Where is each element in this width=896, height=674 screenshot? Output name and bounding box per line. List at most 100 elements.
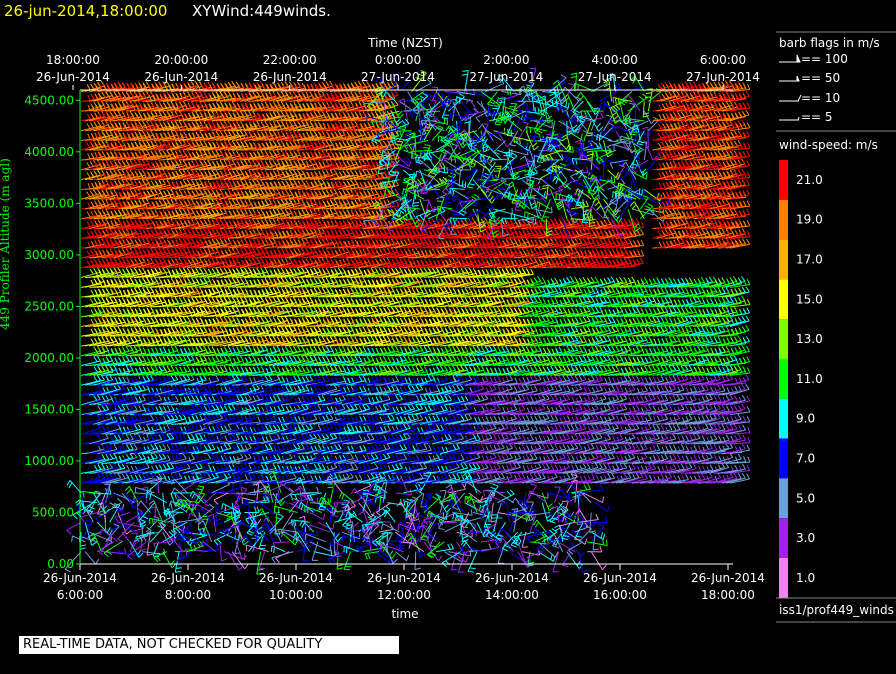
barb-flag — [168, 397, 171, 402]
barb-flag — [110, 473, 113, 478]
barb-flag — [130, 444, 133, 449]
barb-flag — [91, 290, 94, 295]
barb-shaft — [67, 522, 81, 530]
barb-flag — [87, 221, 90, 226]
barb-flag — [122, 474, 125, 479]
barb-flag — [165, 271, 167, 277]
barb-flag — [156, 388, 158, 394]
barb-flag — [87, 114, 90, 119]
barb-flag — [94, 367, 97, 372]
barb-flag — [156, 465, 159, 470]
barb-flag — [134, 434, 137, 439]
barb-flag — [139, 386, 142, 391]
barb-flag — [151, 298, 154, 303]
barb-flag — [87, 85, 90, 90]
barb-flag — [176, 427, 178, 433]
barb-flag — [141, 549, 147, 550]
barb-flag — [140, 519, 146, 521]
barb-flag — [118, 539, 123, 542]
barb-flag — [86, 192, 89, 197]
barb-flag — [126, 346, 129, 351]
barb-flag — [179, 473, 182, 478]
barb-flag — [160, 416, 163, 421]
barb-flag — [95, 349, 98, 354]
barb-flag — [94, 465, 97, 470]
barb-shaft — [85, 552, 95, 565]
barb-flag — [172, 367, 175, 372]
barb-flag — [67, 530, 71, 534]
barb-flag — [92, 542, 97, 545]
wind-barb — [122, 532, 137, 547]
barb-flag — [88, 95, 90, 101]
barb-flag — [179, 385, 182, 390]
barb-flag — [98, 435, 101, 440]
barb-flag — [115, 319, 118, 324]
barb-flag — [91, 339, 94, 344]
barb-flag — [188, 396, 191, 401]
barb-flag — [91, 133, 94, 138]
barb-flag — [97, 414, 100, 419]
barb-flag — [87, 251, 90, 256]
barb-shaft — [114, 493, 134, 502]
barb-flag — [131, 475, 134, 480]
barb-shaft — [140, 503, 154, 520]
barb-flag — [134, 346, 137, 351]
barb-flag — [98, 376, 101, 381]
barb-flag — [91, 104, 94, 109]
barb-flag — [127, 377, 130, 382]
barb-flag — [87, 123, 90, 128]
barb-flag — [188, 446, 190, 451]
barb-flag — [87, 162, 90, 167]
barb-flag — [158, 395, 161, 400]
barb-flag — [184, 367, 187, 372]
barb-flag — [155, 395, 158, 400]
barb-flag — [148, 299, 151, 304]
barb-flag — [142, 395, 145, 400]
wind-barb — [67, 480, 81, 493]
barb-flag — [172, 456, 174, 462]
barb-shaft — [141, 501, 151, 513]
barb-flag — [138, 435, 141, 440]
barb-flag — [94, 395, 97, 400]
barb-flag — [144, 437, 146, 443]
barb-flag — [189, 457, 191, 463]
barb-flag — [110, 488, 112, 494]
barb-shaft — [85, 522, 92, 545]
barb-flag — [163, 464, 166, 469]
barb-flag — [98, 464, 101, 469]
barb-flag — [88, 183, 90, 189]
barb-flag — [88, 203, 90, 208]
barb-flag — [118, 464, 121, 469]
barb-flag — [159, 434, 162, 439]
barb-shaft — [97, 528, 116, 532]
barb-flag — [115, 517, 118, 522]
barb-flag — [69, 483, 72, 488]
barb-flag — [90, 269, 93, 274]
barb-flag — [105, 405, 108, 410]
barb-flag — [138, 415, 141, 420]
barb-flag — [91, 319, 94, 324]
barb-flag — [134, 405, 137, 410]
barb-flag — [167, 445, 170, 450]
barb-flag — [94, 357, 97, 362]
barb-flag — [175, 356, 179, 361]
barb-flag — [81, 517, 84, 522]
barb-flag — [83, 492, 84, 498]
barb-flag — [92, 251, 95, 256]
barb-flag — [80, 545, 86, 546]
barb-flag — [192, 454, 195, 459]
barb-flag — [88, 153, 91, 158]
barb-flag — [135, 386, 138, 391]
barb-flag — [111, 309, 114, 314]
barb-shaft — [86, 493, 101, 510]
barb-shaft — [99, 542, 114, 551]
barb-flag — [175, 386, 178, 391]
wind-barb — [67, 522, 81, 534]
barb-flag — [127, 489, 131, 493]
barb-flag — [67, 480, 70, 485]
barb-flag — [142, 487, 148, 488]
barb-flag — [91, 202, 94, 207]
barb-flag — [102, 366, 105, 371]
barb-flag — [139, 474, 142, 479]
barb-flag — [110, 454, 113, 459]
